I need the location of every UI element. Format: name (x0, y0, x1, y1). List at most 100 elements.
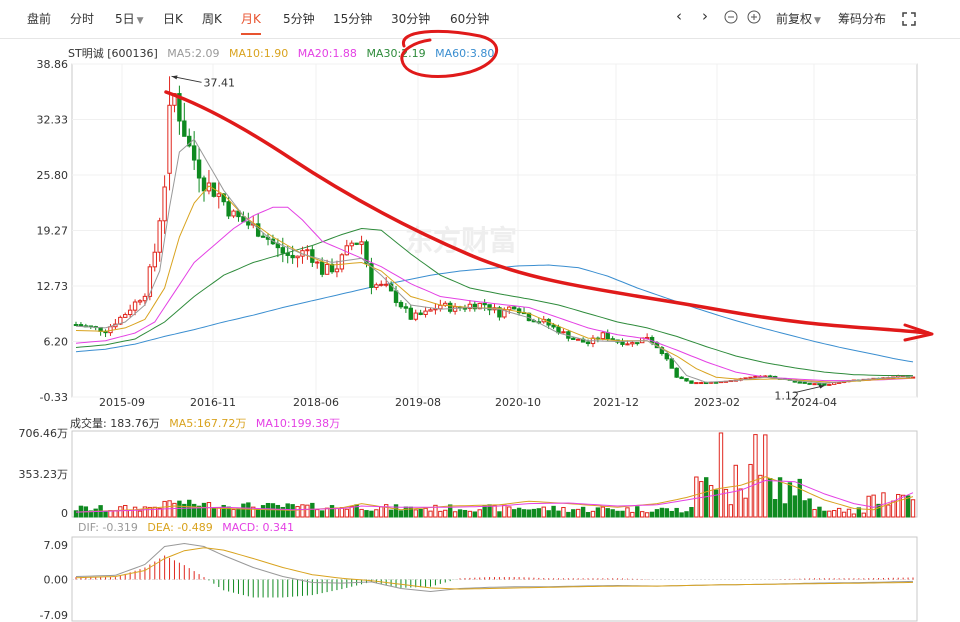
macd-value: MACD: 0.341 (222, 521, 294, 534)
volume-bar (369, 510, 374, 518)
candle-body (334, 268, 340, 273)
volume-bar (551, 505, 556, 518)
volume-bar (654, 509, 660, 518)
volume-bar (457, 509, 463, 518)
candle-body (383, 283, 389, 286)
tab-8[interactable]: 30分钟 (391, 12, 431, 26)
volume-bar (713, 489, 719, 518)
candle-body (167, 104, 172, 174)
dif-value: DIF: -0.319 (78, 521, 138, 534)
fullscreen-icon[interactable] (902, 12, 916, 29)
dea-line (75, 547, 914, 590)
chip-distribution-button[interactable]: 筹码分布 (838, 12, 887, 26)
volume-bar (310, 502, 315, 518)
volume-bar (640, 511, 645, 518)
candle-body (428, 309, 433, 312)
volume-bar (521, 509, 527, 518)
candle-body (290, 254, 295, 259)
volume-ma5: MA5:167.72万 (169, 417, 247, 430)
volume-bar (792, 495, 798, 518)
zoom-out-icon[interactable] (724, 10, 738, 27)
volume-bar (699, 481, 704, 518)
candle-body (438, 304, 443, 310)
volume-bar (507, 506, 512, 518)
volume-bar (768, 478, 773, 518)
zoom-in-icon[interactable] (747, 10, 761, 27)
max-arrow-head (171, 75, 178, 80)
volume-bar (260, 505, 266, 518)
volume-bar (132, 506, 138, 518)
adjust-label: 前复权 (776, 12, 813, 26)
candle-body (487, 304, 492, 311)
adjust-dropdown[interactable]: 前复权 ▼ (776, 10, 821, 27)
candle-body (452, 306, 458, 312)
volume-bar (694, 476, 699, 518)
volume-bar (595, 507, 601, 518)
volume-bar (467, 510, 473, 518)
x-tick-label: 2023-02 (694, 396, 740, 409)
candle-body (620, 341, 625, 345)
candle-body (374, 284, 379, 288)
candle-body (664, 353, 670, 360)
min-arrow-head (818, 384, 825, 389)
candle-body (689, 380, 694, 384)
volume-bar (502, 504, 507, 518)
tab-1[interactable]: 分时 (70, 12, 95, 26)
volume-bar (743, 497, 748, 518)
tab-0[interactable]: 盘前 (27, 12, 52, 26)
volume-bar (388, 509, 394, 518)
tab-5[interactable]: 月K (241, 12, 261, 35)
candle-body (403, 306, 409, 309)
candle-body (467, 303, 473, 309)
volume-bar (216, 507, 221, 518)
volume-bar (324, 507, 330, 518)
candle-body (812, 383, 817, 386)
candle-body (246, 221, 251, 226)
volume-bar (876, 503, 881, 518)
volume-bar (329, 505, 335, 518)
volume-bar (886, 504, 891, 518)
volume-bar (571, 509, 576, 518)
next-arrow-icon[interactable]: › (702, 7, 708, 25)
volume-bar (280, 506, 285, 518)
volume-bar (871, 494, 876, 518)
candle-body (305, 249, 310, 252)
volume-bar (910, 499, 916, 518)
candle-body (260, 235, 266, 238)
candle-body (477, 302, 482, 310)
candle-body (408, 307, 414, 320)
tab-4[interactable]: 周K (202, 12, 222, 26)
tab-2[interactable]: 5日 ▼ (115, 12, 144, 26)
volume-bar (73, 510, 79, 518)
volume-bar (610, 509, 615, 518)
tab-3[interactable]: 日K (163, 12, 183, 26)
prev-arrow-icon[interactable]: ‹ (676, 7, 682, 25)
macd-tick-label: 0.00 (44, 574, 69, 587)
candle-body (585, 341, 591, 345)
dea-value: DEA: -0.489 (147, 521, 213, 534)
candle-body (359, 241, 364, 245)
volume-ma5-line (75, 476, 914, 513)
volume-bar (511, 509, 517, 518)
volume-ma10: MA10:199.38万 (255, 417, 341, 430)
volume-bar (334, 507, 340, 518)
volume-bar (290, 504, 295, 518)
chevron-down-icon: ▼ (814, 16, 821, 26)
price-tick-label: -0.33 (40, 391, 68, 404)
candle-body (182, 120, 187, 137)
volume-label: 成交量: 183.76万 (70, 417, 160, 430)
hand-drawn-trend-arrow (164, 90, 930, 335)
volume-bar (827, 510, 832, 518)
ma60-line (75, 264, 914, 363)
candle-body (162, 186, 167, 222)
candle-body (644, 336, 650, 339)
tab-7[interactable]: 15分钟 (333, 12, 373, 26)
min-arrow (794, 385, 825, 394)
volume-bar (644, 512, 650, 518)
tab-9[interactable]: 60分钟 (450, 12, 490, 26)
tab-6[interactable]: 5分钟 (283, 12, 315, 26)
volume-bar (556, 510, 561, 518)
volume-bar (497, 511, 502, 518)
candle-body (393, 290, 399, 303)
